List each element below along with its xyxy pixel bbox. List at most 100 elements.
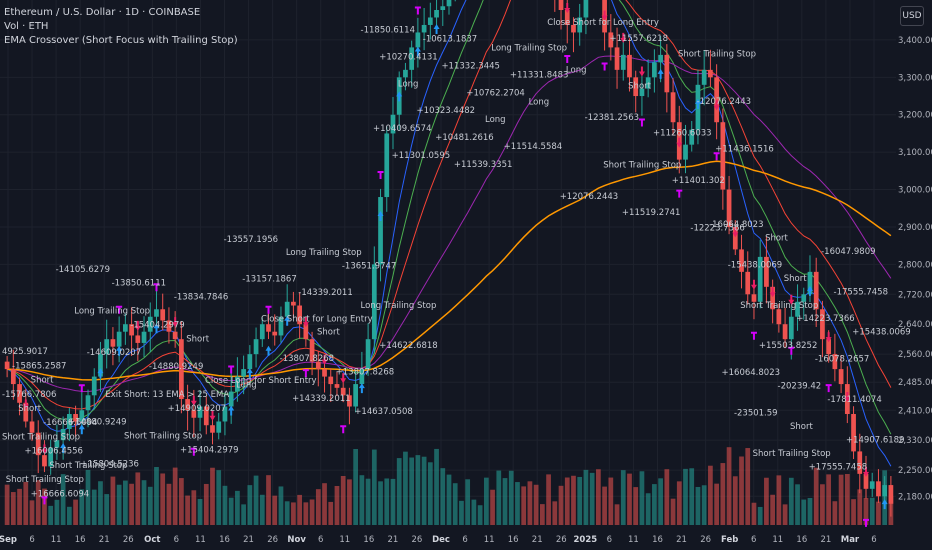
candle[interactable] bbox=[334, 371, 340, 396]
candle[interactable] bbox=[203, 396, 209, 435]
strategy-label[interactable]: EMA Crossover (Short Focus with Trailing… bbox=[4, 35, 238, 46]
candle[interactable] bbox=[197, 390, 203, 432]
candle[interactable] bbox=[446, 0, 452, 15]
candle[interactable] bbox=[434, 0, 439, 26]
candle[interactable] bbox=[869, 472, 875, 497]
candle[interactable] bbox=[17, 377, 22, 416]
candle[interactable] bbox=[453, 0, 458, 2]
candle[interactable] bbox=[558, 0, 564, 30]
candle[interactable] bbox=[739, 234, 744, 289]
candle[interactable] bbox=[272, 314, 278, 346]
candle[interactable] bbox=[670, 78, 676, 136]
candle[interactable] bbox=[813, 257, 819, 327]
candle[interactable] bbox=[29, 410, 35, 441]
candle[interactable] bbox=[54, 424, 60, 460]
candle[interactable] bbox=[297, 292, 302, 339]
candle[interactable] bbox=[795, 284, 800, 331]
candle[interactable] bbox=[259, 317, 265, 347]
candle[interactable] bbox=[776, 303, 782, 333]
candle[interactable] bbox=[122, 313, 128, 345]
candle[interactable] bbox=[751, 284, 757, 320]
candle[interactable] bbox=[390, 96, 396, 150]
candle[interactable] bbox=[708, 49, 713, 87]
candle[interactable] bbox=[863, 455, 869, 499]
candle[interactable] bbox=[888, 476, 894, 517]
candle[interactable] bbox=[440, 0, 446, 26]
candle[interactable] bbox=[66, 407, 72, 442]
candle[interactable] bbox=[614, 27, 620, 89]
candle[interactable] bbox=[48, 439, 54, 475]
candle[interactable] bbox=[415, 17, 421, 68]
candle[interactable] bbox=[639, 69, 645, 116]
candle[interactable] bbox=[770, 279, 776, 324]
candle[interactable] bbox=[147, 302, 153, 353]
candle[interactable] bbox=[378, 188, 383, 282]
candle[interactable] bbox=[347, 387, 352, 425]
candle[interactable] bbox=[720, 108, 726, 210]
candle[interactable] bbox=[764, 236, 769, 304]
candle[interactable] bbox=[241, 355, 246, 395]
candle[interactable] bbox=[104, 319, 110, 369]
candle[interactable] bbox=[266, 310, 271, 340]
candle[interactable] bbox=[365, 323, 371, 376]
candle[interactable] bbox=[384, 126, 390, 212]
candle[interactable] bbox=[745, 251, 751, 305]
candle[interactable] bbox=[832, 333, 838, 382]
candle[interactable] bbox=[403, 62, 408, 91]
candle[interactable] bbox=[309, 331, 315, 376]
candle[interactable] bbox=[552, 0, 557, 12]
candle[interactable] bbox=[577, 3, 583, 46]
candle[interactable] bbox=[689, 120, 695, 152]
candle[interactable] bbox=[110, 327, 116, 366]
candle[interactable] bbox=[129, 307, 134, 357]
candle[interactable] bbox=[820, 300, 825, 358]
candle[interactable] bbox=[633, 70, 639, 113]
candle[interactable] bbox=[664, 44, 670, 113]
candle[interactable] bbox=[801, 287, 807, 320]
candle[interactable] bbox=[608, 14, 614, 61]
candle[interactable] bbox=[291, 291, 296, 318]
candle[interactable] bbox=[782, 307, 788, 349]
candle[interactable] bbox=[353, 370, 359, 413]
candle[interactable] bbox=[876, 469, 881, 503]
candle[interactable] bbox=[851, 406, 856, 460]
symbol-title[interactable]: Ethereum / U.S. Dollar · 1D · COINBASE bbox=[4, 7, 201, 18]
candle[interactable] bbox=[160, 293, 166, 331]
candle[interactable] bbox=[732, 220, 738, 256]
candle[interactable] bbox=[35, 420, 41, 474]
candle[interactable] bbox=[166, 307, 172, 344]
candle[interactable] bbox=[141, 316, 147, 358]
currency-button[interactable]: USD bbox=[900, 6, 924, 26]
candle[interactable] bbox=[278, 306, 284, 343]
volume-indicator-label[interactable]: Vol · ETH bbox=[4, 21, 49, 32]
candle[interactable] bbox=[91, 368, 97, 410]
candle[interactable] bbox=[427, 2, 433, 40]
candle[interactable] bbox=[838, 354, 844, 394]
candle[interactable] bbox=[371, 246, 377, 354]
candle[interactable] bbox=[185, 384, 190, 431]
candle[interactable] bbox=[583, 0, 589, 35]
candle[interactable] bbox=[216, 412, 222, 440]
candle[interactable] bbox=[620, 41, 626, 81]
candle[interactable] bbox=[652, 49, 657, 93]
candle[interactable] bbox=[409, 40, 415, 88]
candle[interactable] bbox=[253, 327, 259, 368]
candle[interactable] bbox=[757, 239, 763, 309]
candle[interactable] bbox=[98, 341, 103, 393]
candle[interactable] bbox=[10, 349, 16, 400]
candle[interactable] bbox=[645, 59, 651, 98]
candle[interactable] bbox=[179, 321, 184, 414]
candle[interactable] bbox=[222, 392, 228, 436]
candle[interactable] bbox=[857, 433, 863, 494]
candle[interactable] bbox=[627, 38, 632, 92]
candle[interactable] bbox=[564, 0, 570, 44]
candle[interactable] bbox=[701, 49, 707, 106]
candle[interactable] bbox=[683, 124, 688, 174]
candle[interactable] bbox=[85, 389, 91, 428]
candle[interactable] bbox=[73, 405, 78, 437]
candle[interactable] bbox=[421, 8, 427, 51]
candle[interactable] bbox=[4, 356, 10, 378]
candle[interactable] bbox=[328, 368, 334, 403]
